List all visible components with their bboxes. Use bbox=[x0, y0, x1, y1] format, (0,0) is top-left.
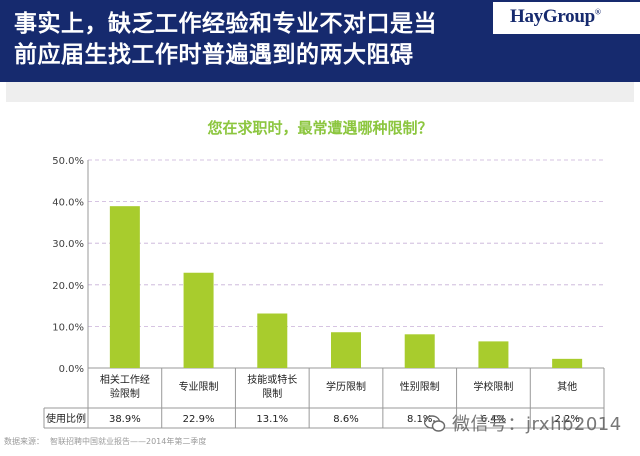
x-category-label: 专业限制 bbox=[179, 380, 219, 393]
bar bbox=[331, 332, 361, 368]
data-value-label: 22.9% bbox=[183, 414, 215, 425]
bar bbox=[183, 272, 214, 368]
y-tick-label: 10.0% bbox=[52, 322, 84, 333]
y-tick-label: 30.0% bbox=[52, 239, 84, 250]
data-value-label: 38.9% bbox=[109, 414, 141, 425]
header-divider bbox=[6, 82, 634, 102]
logo-registered-mark: ® bbox=[594, 7, 601, 17]
header-banner: 事实上，缺乏工作经验和专业不对口是当 前应届生找工作时普遍遇到的两大阻碍 Hay… bbox=[0, 0, 640, 82]
bar bbox=[404, 334, 435, 368]
haygroup-logo: HayGroup® bbox=[493, 2, 640, 34]
bar bbox=[109, 206, 140, 368]
y-tick-label: 0.0% bbox=[59, 364, 84, 375]
data-value-label: 6.4% bbox=[481, 414, 506, 425]
bar bbox=[257, 313, 288, 368]
source-text: 智联招聘中国就业报告——2014年第二季度 bbox=[50, 437, 207, 446]
y-tick-label: 20.0% bbox=[52, 281, 84, 292]
data-value-label: 13.1% bbox=[256, 414, 288, 425]
data-value-label: 2.2% bbox=[554, 414, 579, 425]
x-category-label: 学校限制 bbox=[473, 380, 513, 393]
data-value-label: 8.6% bbox=[333, 414, 358, 425]
source-note: 数据来源： 智联招聘中国就业报告——2014年第二季度 bbox=[4, 436, 212, 447]
x-category-label: 学历限制 bbox=[326, 380, 366, 393]
x-category-label: 其他 bbox=[557, 380, 577, 393]
bar bbox=[478, 341, 509, 368]
y-tick-label: 50.0% bbox=[52, 156, 84, 167]
data-value-label: 8.1% bbox=[407, 414, 432, 425]
watermark-text: 微信号：jrxhb2014 bbox=[452, 414, 622, 435]
x-category-label: 性别限制 bbox=[400, 380, 440, 393]
page-title: 事实上，缺乏工作经验和专业不对口是当 前应届生找工作时普遍遇到的两大阻碍 bbox=[14, 9, 484, 71]
logo-text: HayGroup bbox=[510, 6, 595, 27]
wechat-icon bbox=[423, 415, 446, 433]
y-tick-label: 40.0% bbox=[52, 198, 84, 209]
page-title-line-1: 事实上，缺乏工作经验和专业不对口是当 bbox=[14, 11, 437, 37]
source-prefix: 数据来源： bbox=[4, 437, 44, 446]
wechat-watermark: 微信号：jrxhb2014 bbox=[423, 410, 622, 436]
bar bbox=[552, 358, 583, 368]
x-category-label: 相关工作经验限制 bbox=[100, 373, 150, 400]
chart-title: 您在求职时，最常遭遇哪种限制？ bbox=[207, 119, 433, 137]
x-category-label: 技能或特长限制 bbox=[247, 373, 297, 400]
page-title-line-2: 前应届生找工作时普遍遇到的两大阻碍 bbox=[14, 42, 414, 68]
table-row-label: 使用比例 bbox=[46, 412, 86, 425]
